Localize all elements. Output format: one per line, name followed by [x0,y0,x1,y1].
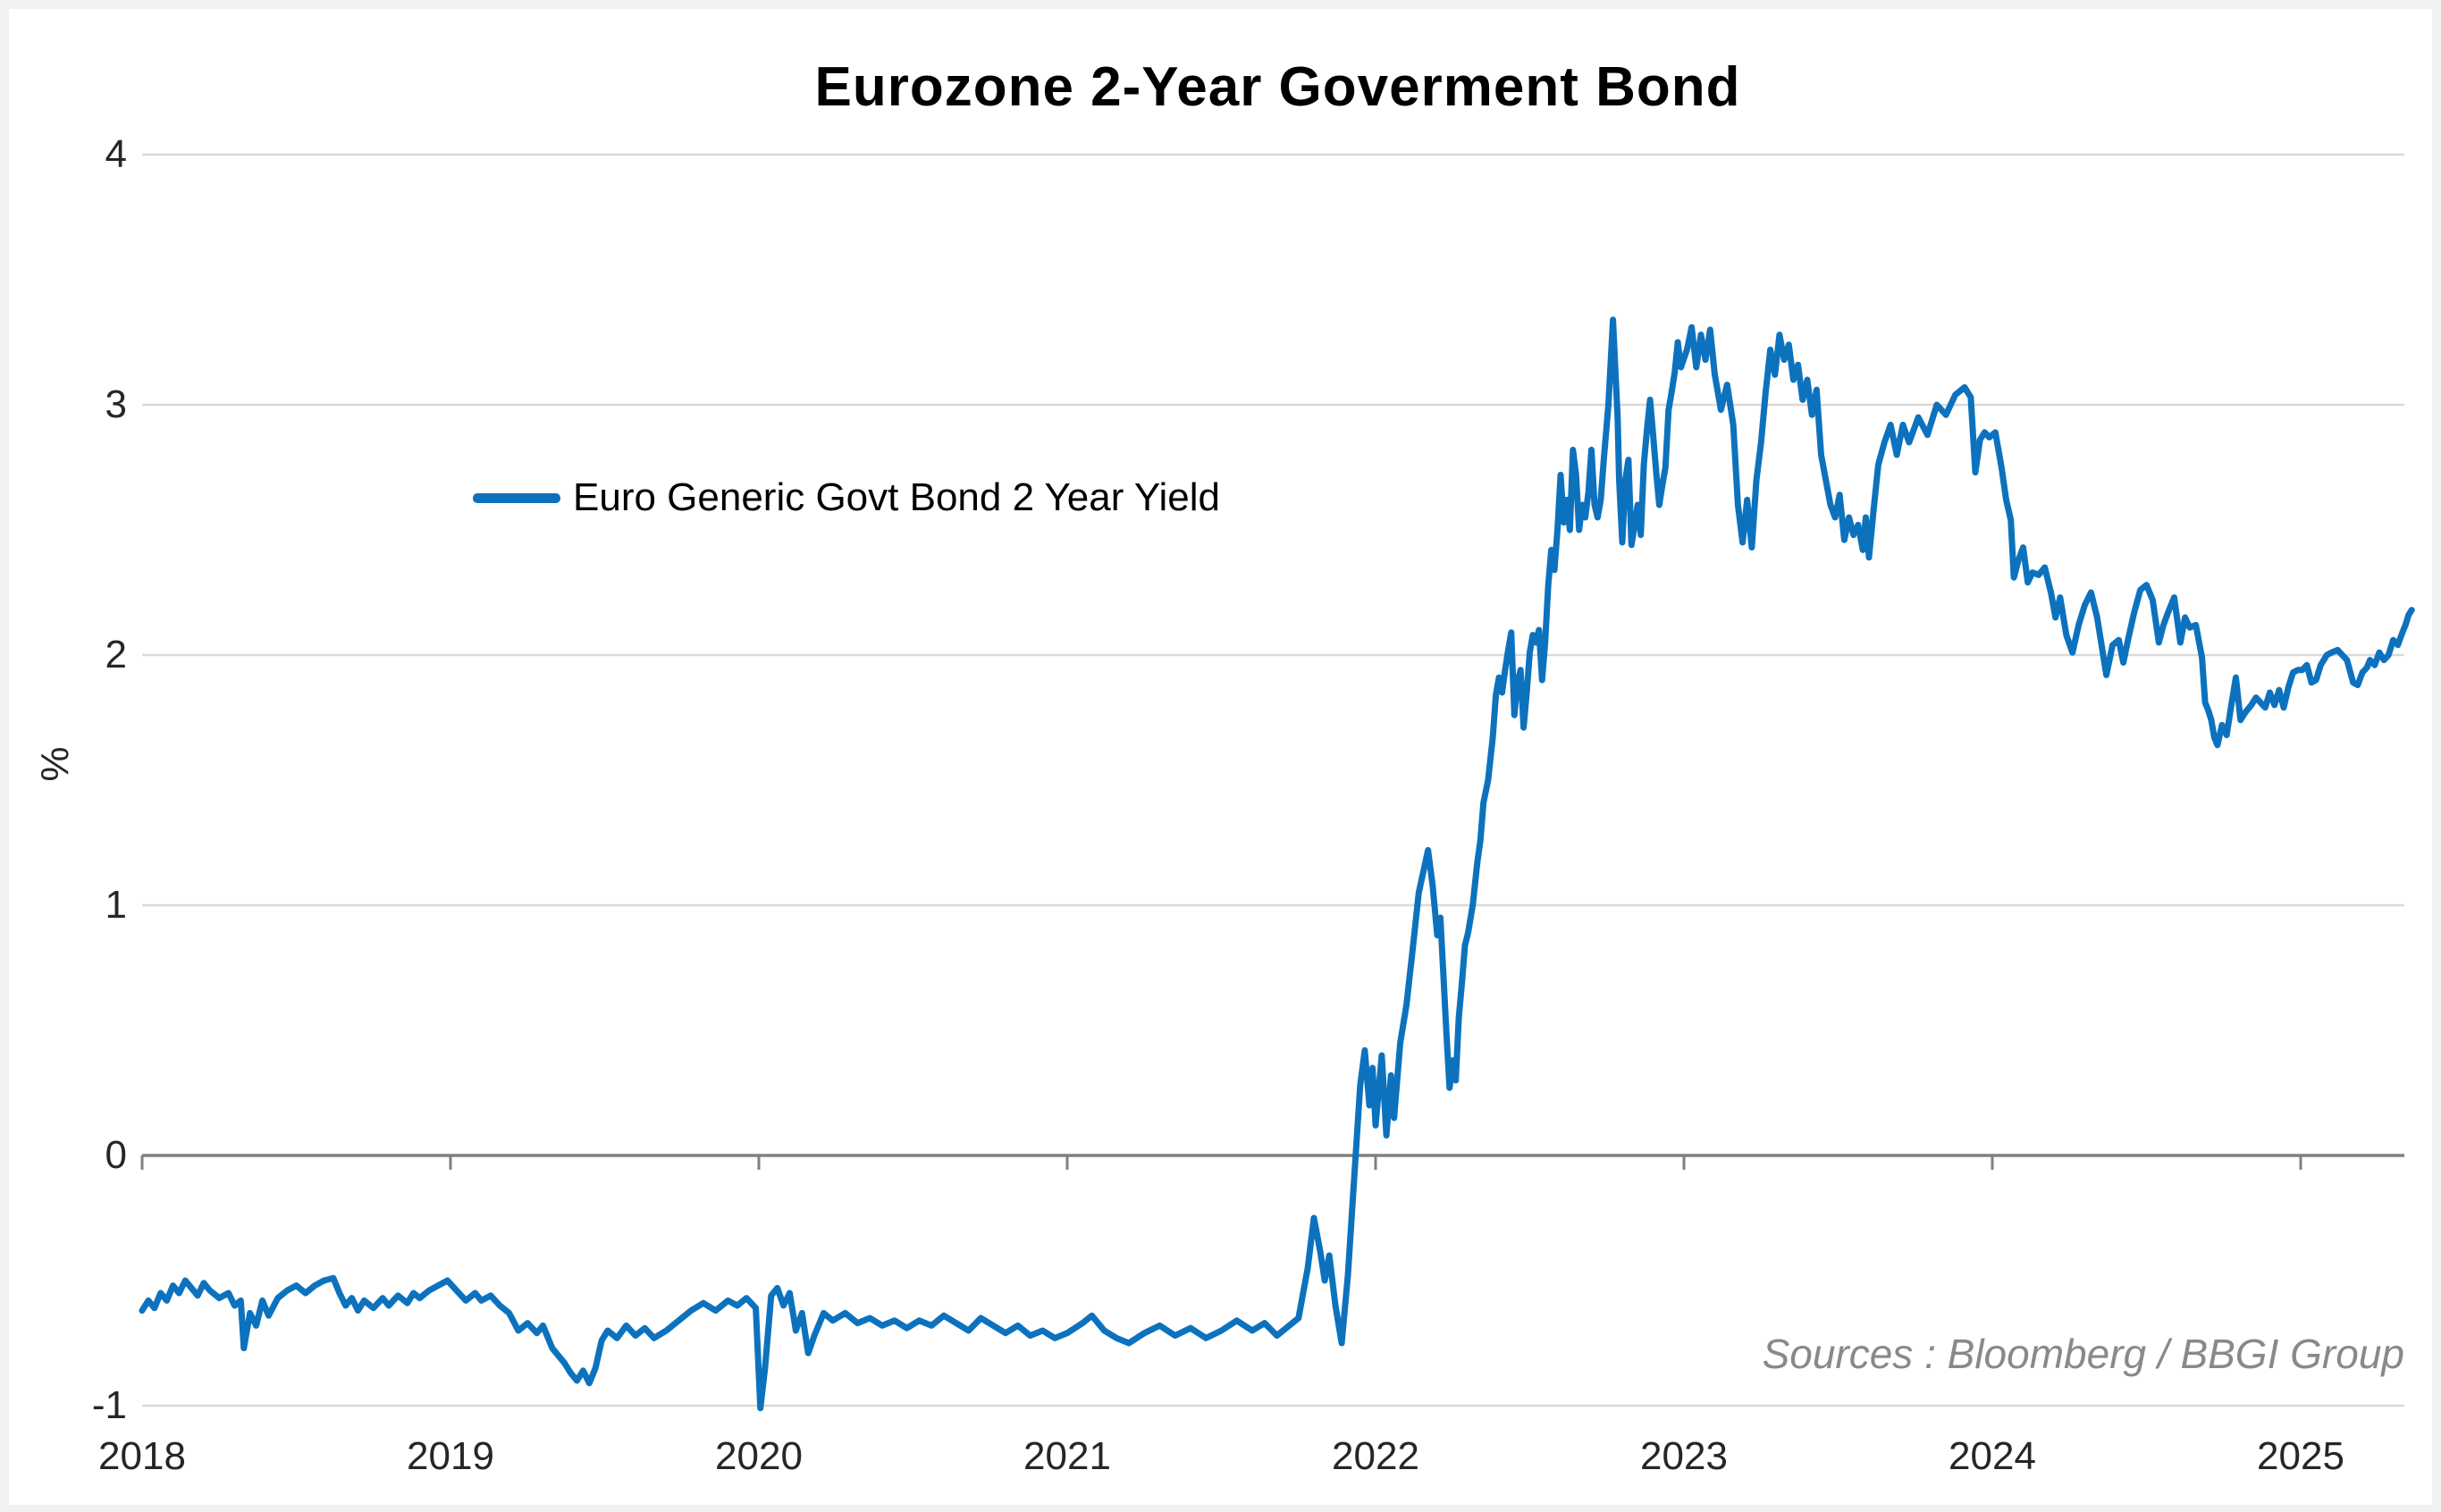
y-tick-label-4: 4 [105,132,127,176]
x-tick-label-2022: 2022 [1332,1434,1419,1478]
legend: Euro Generic Govt Bond 2 Year Yield [473,472,1220,524]
x-tick-label-2023: 2023 [1640,1434,1728,1478]
y-axis-title: % [33,746,77,782]
y-tick-label--1: -1 [91,1383,127,1427]
y-tick-label-1: 1 [105,883,127,927]
source-note: Sources : Bloomberg / BBGI Group [1762,1331,2404,1377]
chart-panel: Eurozone 2-Year Goverment Bond % Euro Ge… [9,9,2432,1505]
y-tick-label-2: 2 [105,633,127,676]
x-tick-label-2020: 2020 [715,1434,803,1478]
y-tick-label-3: 3 [105,382,127,426]
x-tick-label-2019: 2019 [407,1434,494,1478]
legend-label: Euro Generic Govt Bond 2 Year Yield [573,475,1221,519]
line-chart-plot-area [139,153,2415,1412]
chart-title: Eurozone 2-Year Goverment Bond [814,56,1741,118]
y-tick-label-0: 0 [105,1133,127,1177]
x-tick-label-2025: 2025 [2257,1434,2344,1478]
legend-line-swatch [473,492,560,503]
series-line-0 [139,316,2415,1412]
x-tick-label-2021: 2021 [1023,1434,1111,1478]
x-tick-label-2018: 2018 [98,1434,186,1478]
x-tick-label-2024: 2024 [1949,1434,2036,1478]
